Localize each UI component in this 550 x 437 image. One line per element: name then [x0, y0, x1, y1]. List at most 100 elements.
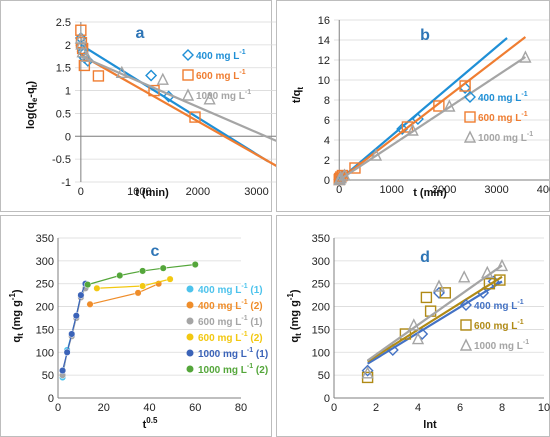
- legend-marker: [186, 365, 194, 373]
- fit-line: [338, 37, 508, 181]
- data-point: [432, 279, 446, 292]
- y-tick-label: 0: [48, 393, 54, 405]
- data-point: [443, 99, 456, 112]
- legend-marker: [464, 111, 476, 123]
- y-tick-label: 50: [42, 370, 54, 382]
- legend-label: 1000 mg L-1 (2): [198, 363, 268, 376]
- legend-label: 600 mg L-1: [196, 69, 246, 82]
- data-point: [495, 258, 509, 272]
- x-tick-label: 60: [189, 402, 201, 414]
- x-axis-label: t (min): [135, 187, 169, 199]
- data-point: [189, 111, 201, 123]
- y-tick-label: 2: [65, 40, 71, 52]
- chart-panel-b: 0 1000 2000 3000 4000 0 2 4 6 8 10 12 14 16 t (min) t/q…: [276, 0, 550, 212]
- legend-label: 400 mg L-1: [474, 299, 524, 312]
- panel-frame: [0, 215, 272, 437]
- y-tick-label: 150: [36, 324, 54, 336]
- y-tick-label: 0.5: [56, 108, 71, 120]
- fit-line: [367, 275, 503, 363]
- data-point: [116, 271, 124, 280]
- y-axis-label: qt (mg g-1): [286, 289, 303, 343]
- legend-marker: [186, 333, 194, 341]
- y-tick-label: 0: [324, 175, 330, 187]
- x-tick-label: 4000: [537, 184, 550, 196]
- data-point: [59, 367, 67, 375]
- x-tick-label: 10: [538, 402, 550, 414]
- y-tick-label: 4: [324, 135, 330, 147]
- y-tick-label: 8: [324, 95, 330, 107]
- panel-frame: [276, 0, 550, 212]
- legend-label: 400 mg L-1 (1): [198, 283, 263, 296]
- data-point: [63, 348, 71, 356]
- x-tick-label: 20: [98, 402, 110, 414]
- data-point: [399, 328, 412, 340]
- y-tick-label: 350: [312, 233, 330, 245]
- data-point: [166, 275, 174, 283]
- data-point: [203, 92, 216, 105]
- x-tick-label: 80: [235, 402, 247, 414]
- data-point: [139, 282, 147, 290]
- legend-label: 400 mg L-1: [196, 49, 246, 62]
- fit-line: [80, 53, 290, 174]
- data-point: [361, 366, 374, 379]
- data-point: [349, 162, 361, 174]
- y-tick-label: -1: [61, 177, 71, 189]
- legend-marker: [186, 349, 194, 357]
- data-point: [86, 300, 94, 308]
- y-tick-label: 350: [36, 233, 54, 245]
- y-tick-label: 2: [324, 155, 330, 167]
- legend-marker: [460, 319, 472, 331]
- panel-frame: [0, 0, 272, 212]
- x-tick-label: 1000: [127, 186, 151, 198]
- legend-marker: [463, 130, 477, 143]
- legend-marker: [186, 285, 194, 293]
- x-tick-label: 40: [143, 402, 155, 414]
- data-point: [458, 270, 471, 283]
- legend-label: 1000 mg L-1: [196, 89, 251, 102]
- data-point: [481, 265, 494, 278]
- y-tick-label: 6: [324, 115, 330, 127]
- legend-label: 400 mg L-1: [478, 91, 528, 104]
- data-point: [361, 364, 374, 377]
- x-axis-label: t (min): [413, 187, 447, 199]
- legend-label: 1000 mg L-1: [478, 131, 533, 144]
- y-tick-label: 300: [312, 256, 330, 268]
- x-tick-label: 2000: [186, 186, 210, 198]
- data-point: [406, 123, 419, 136]
- y-tick-label: -0.5: [52, 154, 71, 166]
- data-point: [338, 168, 351, 181]
- data-point: [416, 328, 429, 340]
- y-tick-label: 100: [312, 347, 330, 359]
- y-tick-label: 300: [36, 256, 54, 268]
- data-point: [420, 291, 433, 304]
- data-point: [459, 80, 471, 92]
- data-point: [76, 45, 89, 58]
- y-tick-label: 10: [318, 75, 330, 87]
- data-point: [72, 312, 80, 320]
- data-point: [78, 59, 91, 72]
- fit-line: [80, 55, 298, 152]
- legend-marker: [182, 49, 194, 61]
- y-axis-label: log(qe-qt): [25, 81, 39, 129]
- data-point: [134, 289, 142, 297]
- data-point: [494, 274, 506, 286]
- legend-label: 600 mg L-1 (2): [198, 331, 263, 344]
- x-tick-label: 3000: [244, 186, 268, 198]
- fit-line: [338, 56, 527, 181]
- y-tick-label: 16: [318, 15, 330, 27]
- data-point: [156, 72, 169, 85]
- legend-marker: [182, 69, 194, 81]
- y-tick-label: 50: [318, 370, 330, 382]
- data-point: [139, 267, 147, 275]
- y-tick-label: 1: [65, 86, 71, 98]
- data-point: [93, 284, 101, 292]
- y-tick-label: 14: [318, 35, 330, 47]
- data-point: [334, 170, 347, 184]
- data-point: [145, 69, 158, 82]
- x-tick-label: 0: [331, 402, 337, 414]
- x-tick-label: 0: [55, 402, 61, 414]
- data-point: [411, 332, 425, 345]
- y-tick-label: 1.5: [56, 63, 71, 75]
- data-point: [75, 24, 87, 36]
